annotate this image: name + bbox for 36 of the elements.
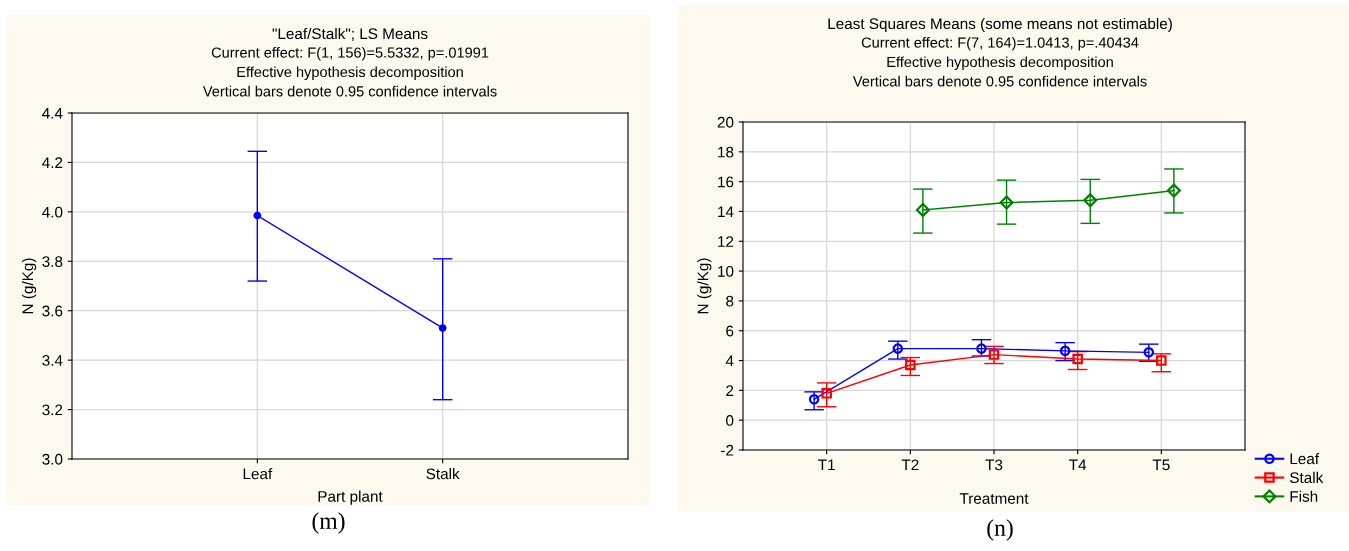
y-tick-label: 3.6 xyxy=(42,305,63,317)
y-tick-label: 3.0 xyxy=(42,453,63,465)
y-tick-label: 3.2 xyxy=(42,404,63,416)
y-tick-label: 4.2 xyxy=(42,157,63,168)
x-tick-label: T3 xyxy=(985,459,1003,471)
y-tick-label: 3.8 xyxy=(42,256,63,267)
y-tick-label: 18 xyxy=(718,146,734,158)
x-tick-label: T2 xyxy=(901,459,919,471)
x-axis-title: Part plant xyxy=(318,490,383,505)
x-tick-label: T4 xyxy=(1069,459,1087,471)
x-axis-title: Treatment xyxy=(959,493,1029,504)
legend-label: Fish xyxy=(1290,490,1318,502)
text: (n) xyxy=(987,519,1013,541)
y-axis-title: N (g/Kg) xyxy=(697,258,712,314)
y-tick-label: 12 xyxy=(718,236,734,247)
y-axis-title: N (g/Kg) xyxy=(21,258,37,314)
y-tick-label: 10 xyxy=(718,265,734,277)
y-tick-label: -2 xyxy=(721,444,734,456)
y-tick-label: 16 xyxy=(718,176,734,188)
chart-subtitle: Current effect: F(1, 156)=5.5332, p=.01991 Effective hypothesis decomposition Vertical bars denote 0.95 confidence intervals xyxy=(202,47,497,97)
x-tick-label: T5 xyxy=(1152,459,1170,471)
y-tick-label: 2 xyxy=(726,385,734,396)
y-tick-label: 4.4 xyxy=(42,108,63,119)
y-tick-label: 14 xyxy=(718,206,734,217)
y-tick-label: 4.0 xyxy=(42,206,63,218)
chart-title: "Leaf/Stalk"; LS Means xyxy=(272,27,428,41)
text: (m) xyxy=(312,512,345,534)
y-tick-label: 8 xyxy=(726,295,734,307)
y-tick-label: 3.4 xyxy=(42,355,63,366)
y-tick-label: 4 xyxy=(725,355,734,367)
chart-title: Least Squares Means (some means not estimable) xyxy=(828,17,1172,33)
y-tick-label: 20 xyxy=(717,116,734,128)
y-tick-label: 6 xyxy=(726,325,734,337)
x-tick-label: T1 xyxy=(818,459,835,471)
chart-subtitle: Current effect: F(7, 164)=1.0413, p=.40434 Effective hypothesis decomposition Vertical bars denote 0.95 confidence intervals xyxy=(852,37,1147,87)
y-tick-label: 0 xyxy=(726,415,734,426)
